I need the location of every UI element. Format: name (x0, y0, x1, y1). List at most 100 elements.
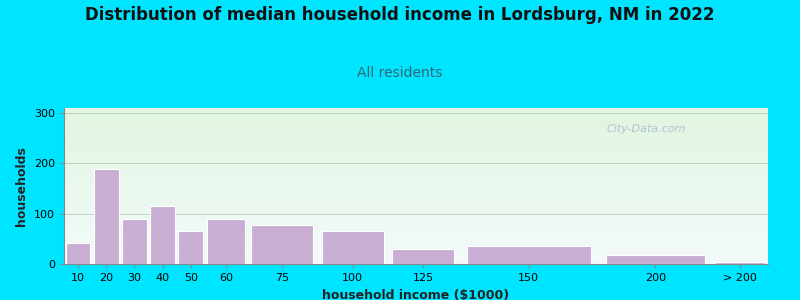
Bar (64, 176, 768, 177)
Bar (64, 178, 768, 179)
Bar (64, 179, 768, 180)
Bar (64, 240, 768, 241)
Bar (64, 146, 768, 147)
Bar (64, 145, 768, 146)
Bar (64, 238, 768, 239)
Bar (64, 181, 768, 182)
Bar (64, 128, 768, 129)
Bar (64, 183, 768, 184)
Bar (64, 117, 768, 118)
Bar (64, 196, 768, 197)
Y-axis label: households: households (15, 146, 28, 226)
Bar (64, 260, 768, 261)
Bar (64, 234, 768, 235)
Bar (64, 150, 768, 151)
Bar (64, 230, 768, 231)
Bar (64, 172, 768, 173)
Bar (64, 168, 768, 169)
Bar (94, 169, 118, 264)
Bar (64, 130, 768, 131)
Text: City-Data.com: City-Data.com (606, 124, 686, 134)
Bar (207, 219, 245, 264)
Bar (64, 199, 768, 200)
Bar (64, 228, 768, 229)
Bar (64, 233, 768, 234)
Bar (64, 124, 768, 125)
Bar (392, 249, 454, 264)
Bar (64, 227, 768, 228)
Bar (64, 194, 768, 195)
Bar (64, 188, 768, 189)
Bar (64, 151, 768, 152)
Bar (64, 165, 768, 166)
Bar (64, 191, 768, 192)
Bar (64, 112, 768, 113)
Bar (64, 262, 768, 263)
Bar (64, 211, 768, 212)
Bar (64, 223, 768, 224)
Bar (64, 164, 768, 165)
Text: All residents: All residents (358, 66, 442, 80)
Bar (64, 111, 768, 112)
Bar (64, 202, 768, 203)
Bar (64, 163, 768, 164)
Bar (64, 250, 768, 251)
Bar (64, 200, 768, 201)
Bar (64, 197, 768, 198)
Bar (64, 256, 768, 257)
Bar (64, 220, 768, 221)
Bar (64, 157, 768, 158)
Bar (64, 202, 768, 203)
Bar (64, 170, 768, 171)
Bar (64, 108, 768, 109)
Bar (64, 121, 768, 122)
Bar (64, 160, 768, 161)
Bar (64, 253, 768, 254)
Bar (64, 243, 768, 244)
Bar (64, 189, 768, 190)
Bar (64, 180, 768, 181)
Bar (64, 242, 768, 243)
Bar (64, 203, 768, 204)
Bar (64, 209, 768, 210)
Bar (64, 245, 768, 246)
Bar (64, 246, 768, 247)
Bar (64, 185, 768, 186)
Bar (64, 133, 768, 134)
Bar (64, 148, 768, 149)
Bar (64, 207, 768, 208)
Bar (64, 132, 768, 133)
Bar (64, 251, 768, 252)
Bar (64, 175, 768, 176)
Bar (64, 259, 768, 260)
Bar (64, 140, 768, 141)
Bar (64, 198, 768, 199)
Bar (64, 119, 768, 120)
Bar (64, 186, 768, 187)
Bar (64, 248, 768, 249)
Bar (122, 219, 146, 264)
Bar (64, 190, 768, 191)
Bar (64, 210, 768, 211)
Bar (64, 218, 768, 219)
Bar (64, 224, 768, 225)
Bar (64, 193, 768, 194)
Bar (64, 263, 768, 264)
Bar (64, 159, 768, 160)
Bar (64, 154, 768, 155)
Bar (64, 237, 768, 238)
Bar (64, 229, 768, 230)
Bar (64, 216, 768, 217)
Bar (64, 162, 768, 163)
Bar (251, 225, 314, 264)
Bar (64, 187, 768, 188)
Bar (64, 143, 768, 144)
Bar (64, 171, 768, 172)
Bar (64, 235, 768, 236)
Bar (64, 225, 768, 226)
Bar (64, 215, 768, 216)
Bar (64, 255, 768, 256)
Bar (64, 135, 768, 136)
Bar (64, 206, 768, 207)
Bar (64, 122, 768, 123)
